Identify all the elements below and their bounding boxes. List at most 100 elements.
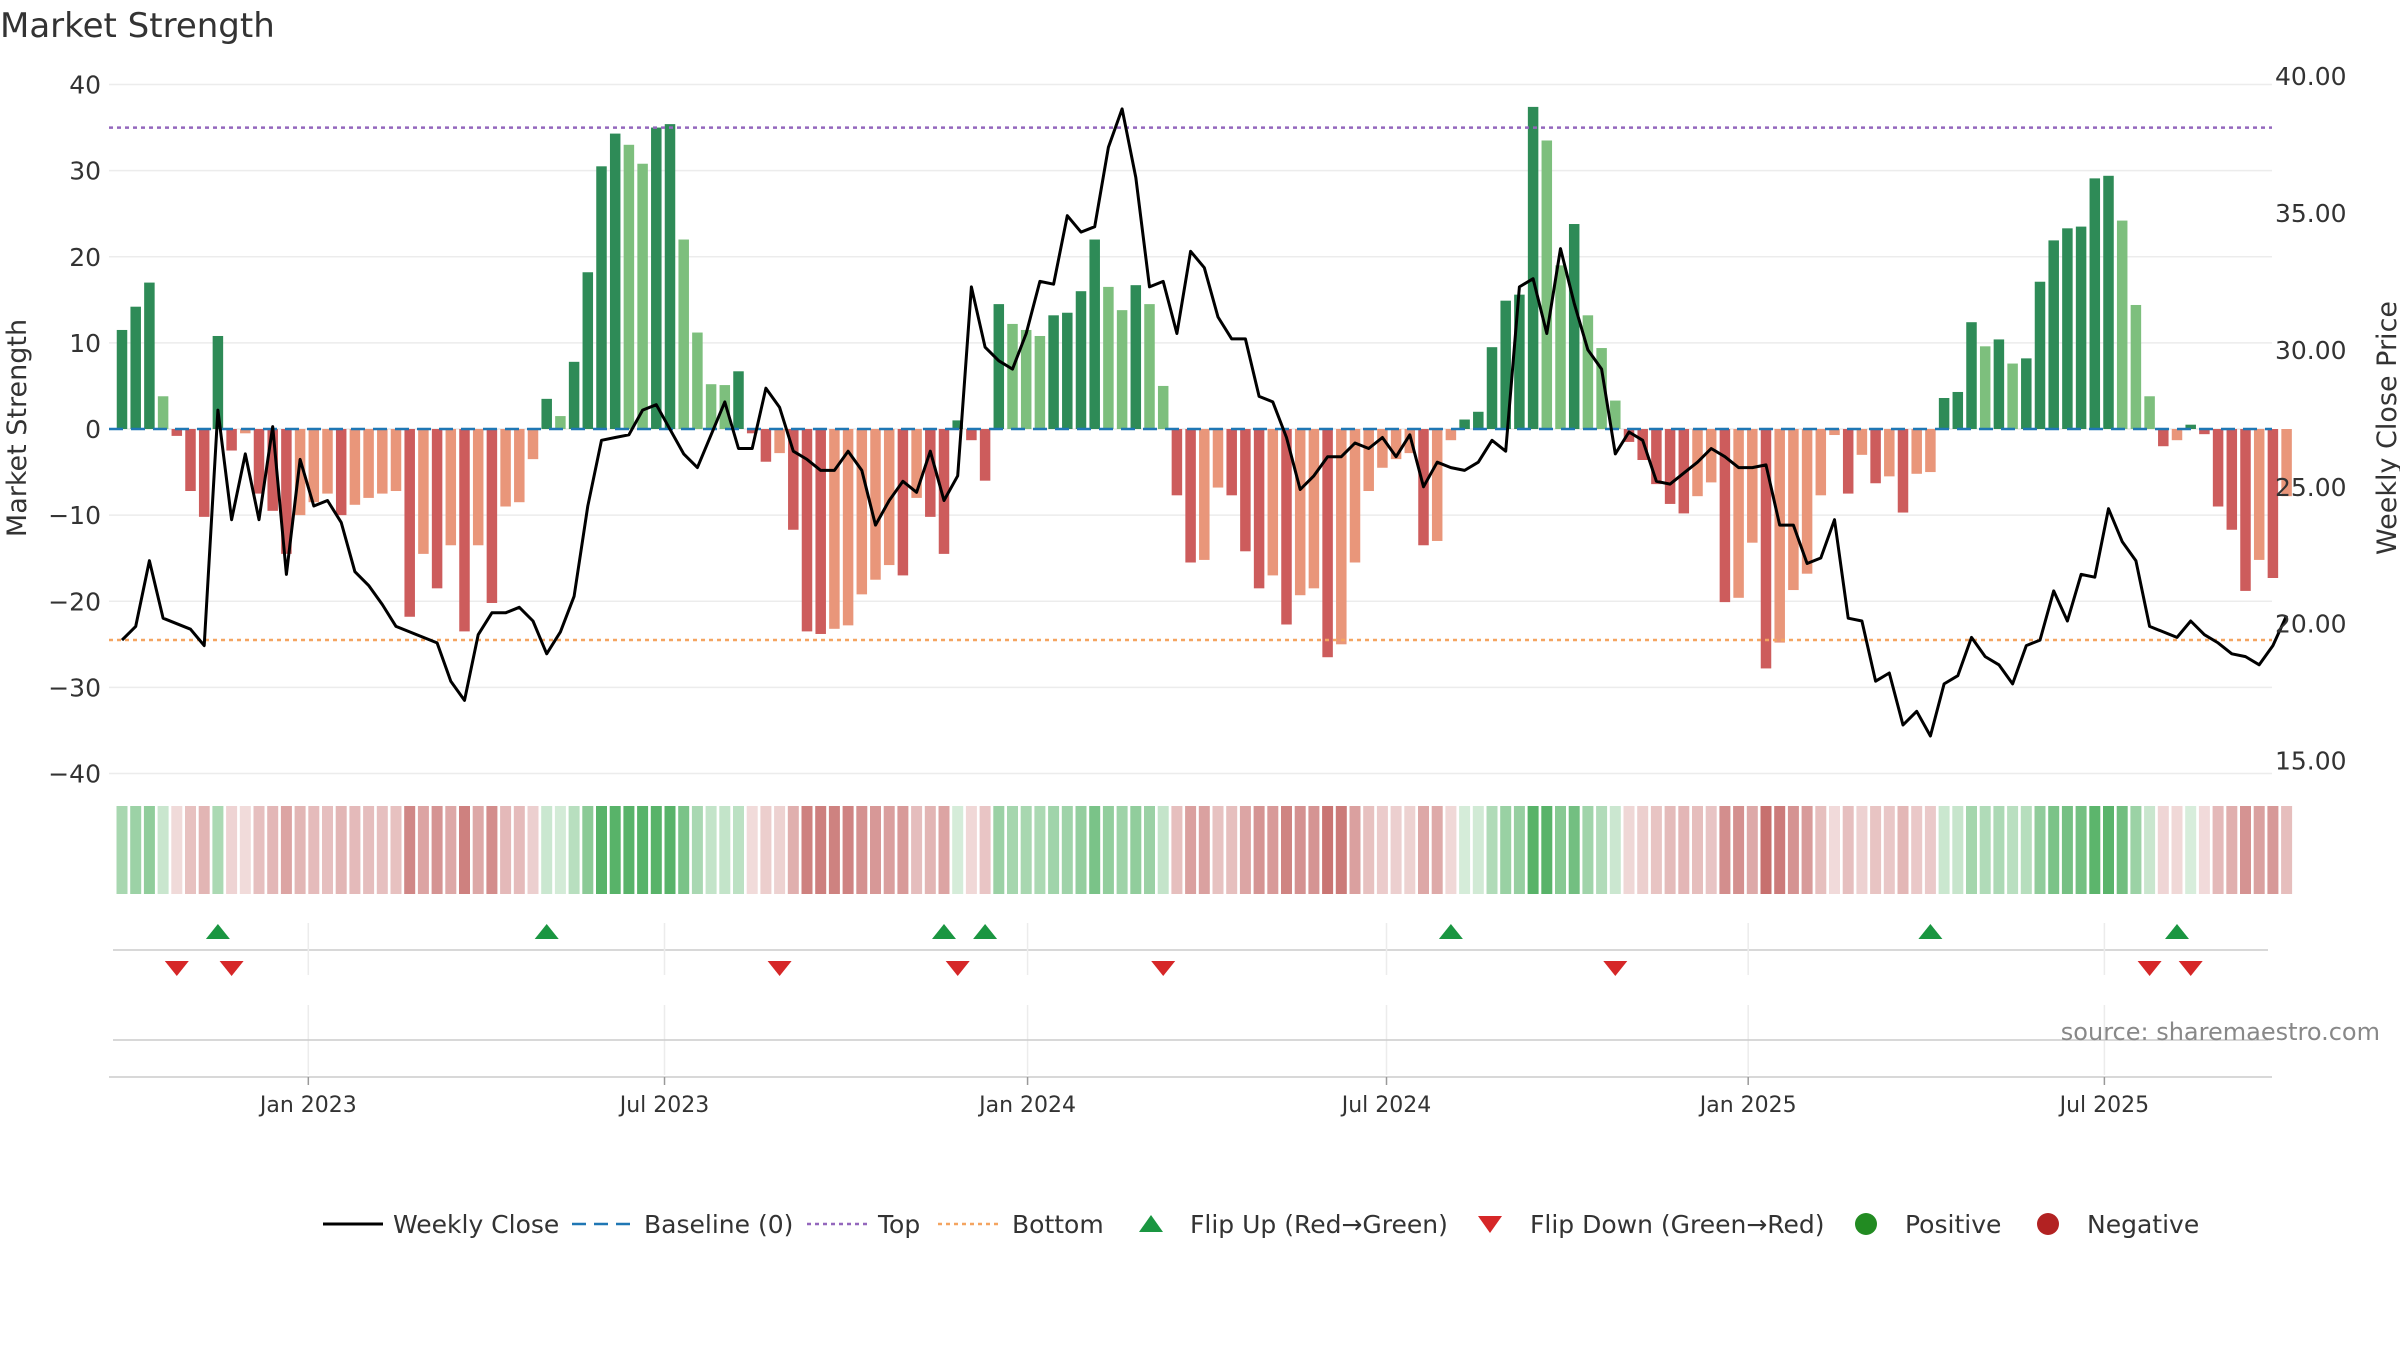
strength-bar bbox=[2021, 358, 2032, 429]
heat-cell bbox=[2240, 806, 2251, 894]
strength-bar bbox=[212, 335, 224, 429]
strength-bar bbox=[2116, 220, 2128, 429]
heat-cell bbox=[1815, 806, 1827, 894]
flip-down-marker bbox=[945, 961, 970, 976]
strength-bar bbox=[1349, 429, 1361, 563]
y-axis-label-right: Weekly Close Price bbox=[2372, 301, 2400, 555]
strength-bar bbox=[2226, 429, 2238, 530]
heat-cell bbox=[993, 806, 1005, 894]
heat-cell bbox=[1048, 806, 1060, 894]
heat-cell bbox=[171, 806, 183, 894]
heat-cell bbox=[2075, 806, 2087, 894]
y-tick-label-left: 20 bbox=[69, 243, 101, 272]
heat-cell bbox=[116, 806, 128, 894]
flip-up-marker bbox=[932, 924, 956, 939]
strength-bar bbox=[883, 429, 895, 566]
strength-bar bbox=[1856, 429, 1868, 455]
heat-cell bbox=[1376, 806, 1388, 894]
strength-bar bbox=[1130, 285, 1142, 429]
heat-cell bbox=[2061, 806, 2073, 894]
strength-bar bbox=[322, 429, 333, 494]
strength-bar bbox=[692, 332, 703, 429]
heat-cell bbox=[2281, 806, 2293, 894]
strength-bar bbox=[2253, 429, 2265, 560]
heat-cell bbox=[801, 806, 813, 894]
strength-bar bbox=[966, 429, 977, 441]
strength-bar bbox=[1527, 106, 1539, 429]
flip-down-marker bbox=[2137, 961, 2162, 976]
heat-cell bbox=[2089, 806, 2101, 894]
strength-bar bbox=[1815, 429, 1827, 496]
strength-bar bbox=[1610, 400, 1621, 429]
legend-label: Flip Up (Red→Green) bbox=[1190, 1210, 1448, 1239]
heat-cell bbox=[349, 806, 361, 894]
strength-bar bbox=[760, 429, 772, 462]
strength-bar bbox=[1596, 348, 1607, 429]
y-tick-label-right: 25.00 bbox=[2275, 473, 2347, 502]
strength-bar bbox=[2281, 429, 2292, 497]
heat-cell bbox=[1431, 806, 1443, 894]
heat-cell bbox=[1609, 806, 1621, 894]
heat-cell bbox=[431, 806, 443, 894]
heat-cell bbox=[1390, 806, 1402, 894]
strength-bar bbox=[1431, 429, 1443, 541]
strength-bar bbox=[1390, 429, 1402, 460]
strength-bar bbox=[746, 429, 758, 434]
heat-cell bbox=[198, 806, 210, 894]
strength-bar bbox=[664, 124, 676, 430]
heat-cell bbox=[1787, 806, 1799, 894]
heat-cell bbox=[1801, 806, 1813, 894]
heat-cell bbox=[609, 806, 621, 894]
heat-cell bbox=[2212, 806, 2224, 894]
strength-bar bbox=[1226, 429, 1237, 496]
strength-bar bbox=[1144, 304, 1155, 429]
axis-ticks: 40 30 20 10 0 −10 −20 −30 −40 40.00 35.00 30.00 25.0… bbox=[48, 62, 2346, 788]
strength-bar bbox=[171, 429, 183, 436]
heat-cell bbox=[1144, 806, 1155, 894]
legend-label: Bottom bbox=[1012, 1210, 1104, 1239]
strength-bar bbox=[1486, 347, 1498, 429]
strength-bar bbox=[925, 429, 936, 517]
strength-bar bbox=[856, 429, 868, 595]
strength-bar bbox=[1445, 429, 1457, 441]
heat-cell bbox=[130, 806, 142, 894]
strength-bar bbox=[1911, 429, 1922, 474]
heat-cell bbox=[322, 806, 333, 894]
heat-cell bbox=[938, 806, 950, 894]
heat-cell bbox=[1705, 806, 1717, 894]
heat-cell bbox=[582, 806, 594, 894]
strength-bar bbox=[486, 429, 498, 603]
strength-bar bbox=[1514, 294, 1525, 429]
strength-bar bbox=[335, 429, 347, 516]
heat-cell bbox=[815, 806, 827, 894]
heat-cell bbox=[1253, 806, 1265, 894]
heat-cell bbox=[513, 806, 525, 894]
heat-cell bbox=[212, 806, 224, 894]
heat-cell bbox=[1294, 806, 1306, 894]
heat-cell bbox=[1883, 806, 1895, 894]
heat-cell bbox=[2157, 806, 2169, 894]
heat-cell bbox=[2034, 806, 2046, 894]
heat-cell bbox=[1938, 806, 1950, 894]
heat-cell bbox=[1226, 806, 1238, 894]
heat-cell bbox=[2171, 806, 2183, 894]
y-tick-label-right: 20.00 bbox=[2275, 610, 2347, 639]
legend-swatch-flip-up bbox=[1139, 1215, 1163, 1232]
heat-cell bbox=[1007, 806, 1018, 894]
heat-cell bbox=[1472, 806, 1484, 894]
strength-bar bbox=[1582, 315, 1594, 429]
heat-cell bbox=[376, 806, 388, 894]
strength-bar bbox=[308, 429, 320, 503]
heat-cell bbox=[952, 806, 964, 894]
strength-bar bbox=[185, 429, 196, 492]
heat-cell bbox=[1774, 806, 1786, 894]
strength-bar bbox=[1925, 429, 1936, 473]
strength-bar bbox=[1404, 429, 1416, 454]
strength-bar bbox=[651, 127, 662, 429]
strength-bar bbox=[979, 429, 991, 481]
heat-cell bbox=[226, 806, 238, 894]
heat-cell bbox=[1966, 806, 1977, 894]
strength-bar bbox=[404, 429, 415, 617]
strength-bar bbox=[130, 306, 141, 429]
strength-bar bbox=[2048, 240, 2059, 429]
